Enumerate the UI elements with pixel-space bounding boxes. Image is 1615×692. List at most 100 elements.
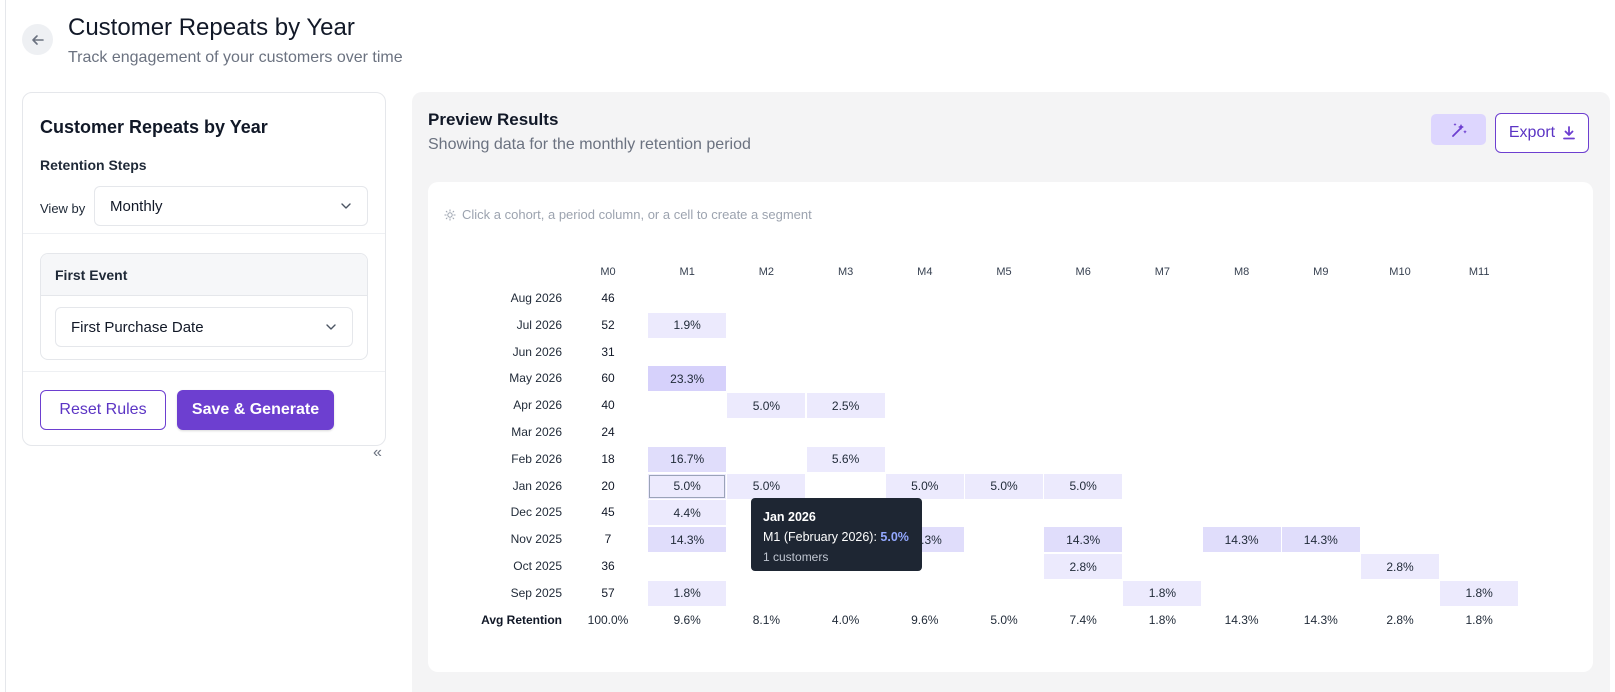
tooltip-label: M1 (February 2026): <box>763 530 877 544</box>
column-header-m5[interactable]: M5 <box>996 266 1012 278</box>
page-subtitle: Track engagement of your customers over … <box>68 49 403 66</box>
cohort-count: 31 <box>601 344 615 359</box>
column-header-m3[interactable]: M3 <box>837 266 854 278</box>
cohort-label[interactable]: Feb 2026 <box>511 451 562 466</box>
export-label: Export <box>1508 124 1556 141</box>
cohort-label[interactable]: Apr 2026 <box>513 398 562 413</box>
retention-cell[interactable]: 14.3% <box>1202 527 1281 553</box>
retention-cell[interactable]: 5.0% <box>885 473 964 499</box>
view-by-value: Monthly <box>110 197 163 215</box>
retention-cell[interactable]: 1.8% <box>1440 580 1519 606</box>
column-header-m1[interactable]: M1 <box>679 266 695 278</box>
avg-retention-value: 5.0% <box>990 612 1018 627</box>
column-header-m4[interactable]: M4 <box>917 266 933 278</box>
cohort-label[interactable]: Jun 2026 <box>512 344 562 359</box>
retention-cell[interactable]: 1.8% <box>648 580 727 606</box>
avg-retention-value: 100.0% <box>587 612 629 627</box>
magic-wand-button[interactable] <box>1431 114 1486 145</box>
frame-divider <box>5 0 6 692</box>
panel-title: Customer Repeats by Year <box>40 117 268 137</box>
cohort-label[interactable]: May 2026 <box>509 371 562 386</box>
cohort-label[interactable]: Mar 2026 <box>511 425 562 439</box>
tooltip-customers: 1 customers <box>763 550 829 564</box>
avg-retention-value: 1.8% <box>1465 612 1493 627</box>
column-header-m9[interactable]: M9 <box>1313 266 1329 278</box>
preview-subtitle: Showing data for the monthly retention p… <box>428 136 751 153</box>
cohort-label[interactable]: Aug 2026 <box>510 291 562 305</box>
avg-retention-label: Avg Retention <box>481 612 562 627</box>
column-header-m6[interactable]: M6 <box>1075 266 1091 278</box>
retention-cell[interactable]: 16.7% <box>648 446 727 472</box>
page-title: Customer Repeats by Year <box>68 14 355 41</box>
cohort-label[interactable]: Jul 2026 <box>516 317 562 332</box>
first-event-label: First Event <box>41 254 367 296</box>
retention-cell[interactable]: 5.0% <box>727 473 806 499</box>
view-by-label: View by <box>40 201 86 216</box>
column-header-m10[interactable]: M10 <box>1389 266 1411 278</box>
avg-retention-value: 9.6% <box>911 612 939 627</box>
cohort-count: 46 <box>601 291 615 305</box>
retention-cell[interactable]: 23.3% <box>648 366 727 392</box>
segment-hint: Click a cohort, a period column, or a ce… <box>444 207 812 222</box>
cohort-count: 20 <box>601 478 615 493</box>
reset-rules-button[interactable]: Reset Rules <box>40 390 166 430</box>
back-button[interactable] <box>22 24 53 55</box>
retention-cell[interactable]: 2.8% <box>1361 554 1439 579</box>
retention-cell[interactable]: 14.3% <box>648 527 727 553</box>
preview-panel: Preview Results Showing data for the mon… <box>412 92 1610 692</box>
column-header-m2[interactable]: M2 <box>758 266 775 278</box>
settings-panel: Customer Repeats by Year Retention Steps… <box>22 92 386 446</box>
cohort-label[interactable]: Sep 2025 <box>510 585 562 600</box>
first-event-box: First Event First Purchase Date <box>40 253 368 360</box>
chevron-down-icon <box>341 203 351 209</box>
cell-tooltip: Jan 2026 M1 (February 2026): 5.0% 1 cust… <box>751 498 922 571</box>
cohort-count: 24 <box>601 425 615 439</box>
cohort-label[interactable]: Dec 2025 <box>510 505 562 520</box>
retention-cell[interactable]: 5.0% <box>727 393 806 419</box>
download-icon <box>1563 126 1576 140</box>
save-generate-button[interactable]: Save & Generate <box>177 390 334 430</box>
retention-cell[interactable]: 5.0% <box>648 473 727 499</box>
cohort-count: 52 <box>601 317 615 332</box>
arrow-left-icon <box>31 34 44 45</box>
retention-cell[interactable]: 1.9% <box>648 312 727 338</box>
cohort-count: 60 <box>601 371 615 386</box>
view-by-select[interactable]: Monthly <box>94 186 368 226</box>
cohort-label[interactable]: Nov 2025 <box>510 532 562 547</box>
column-header-m8[interactable]: M8 <box>1233 266 1250 278</box>
cohort-count: 7 <box>604 532 612 547</box>
cohort-label[interactable]: Jan 2026 <box>512 478 562 493</box>
retention-cell[interactable]: 1.8% <box>1123 580 1202 606</box>
retention-steps-label: Retention Steps <box>40 157 147 173</box>
cohort-count: 36 <box>601 559 615 573</box>
avg-retention-value: 2.8% <box>1386 612 1414 627</box>
avg-retention-value: 7.4% <box>1069 612 1097 627</box>
column-header-m11[interactable]: M11 <box>1468 266 1490 278</box>
click-icon <box>444 209 456 220</box>
first-event-select[interactable]: First Purchase Date <box>55 307 353 347</box>
export-button[interactable]: Export <box>1495 113 1589 153</box>
retention-cell[interactable]: 2.5% <box>806 393 885 419</box>
column-header-m7[interactable]: M7 <box>1154 266 1171 278</box>
avg-retention-value: 8.1% <box>752 612 781 627</box>
first-event-value: First Purchase Date <box>71 318 204 336</box>
collapse-panel-icon[interactable]: « <box>373 444 382 461</box>
retention-cell[interactable]: 2.8% <box>1044 554 1123 579</box>
divider <box>23 371 385 372</box>
cohort-label[interactable]: Oct 2025 <box>513 559 562 573</box>
preview-title: Preview Results <box>428 110 559 129</box>
retention-cell[interactable]: 14.3% <box>1281 527 1360 553</box>
retention-cell[interactable]: 14.3% <box>1044 527 1123 553</box>
retention-cell[interactable]: 4.4% <box>648 500 727 526</box>
tooltip-detail: M1 (February 2026): 5.0% <box>763 527 910 547</box>
avg-retention-value: 4.0% <box>831 612 860 627</box>
avg-retention-value: 9.6% <box>673 612 701 627</box>
retention-cell[interactable]: 5.0% <box>1044 473 1123 499</box>
segment-hint-text: Click a cohort, a period column, or a ce… <box>462 207 812 222</box>
retention-cell[interactable]: 5.0% <box>965 473 1043 499</box>
cohort-count: 57 <box>601 585 615 600</box>
retention-cell[interactable]: 5.6% <box>806 446 885 472</box>
column-header-m0[interactable]: M0 <box>600 266 616 278</box>
divider <box>23 233 385 234</box>
cohort-count: 45 <box>601 505 615 520</box>
